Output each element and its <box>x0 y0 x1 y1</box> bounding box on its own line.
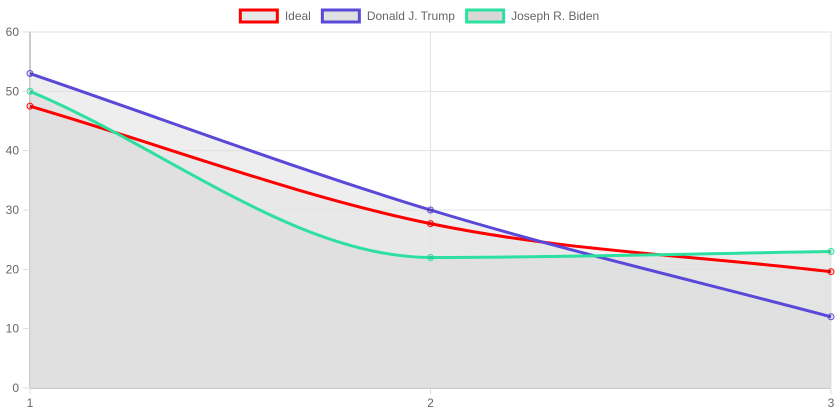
point-joseph-r-biden[interactable] <box>827 248 835 256</box>
line-joseph-r-biden[interactable] <box>29 89 832 259</box>
legend-item-donald-j-trump[interactable]: Donald J. Trump <box>320 8 455 24</box>
point-donald-j-trump[interactable] <box>827 313 835 321</box>
legend-item-ideal[interactable]: Ideal <box>238 8 311 24</box>
point-ideal[interactable] <box>427 220 434 228</box>
legend-swatch <box>465 8 506 24</box>
legend-label: Joseph R. Biden <box>511 9 599 23</box>
area-joseph-r-biden <box>30 91 831 388</box>
legend-label: Ideal <box>285 9 311 23</box>
data-points <box>26 70 835 321</box>
line-ideal[interactable] <box>29 104 832 274</box>
x-tick-label: 3 <box>828 396 835 410</box>
y-tick-label: 10 <box>6 322 20 336</box>
point-ideal[interactable] <box>26 102 34 110</box>
y-tick-label: 0 <box>12 381 19 395</box>
legend-swatch <box>238 8 279 24</box>
legend-label: Donald J. Trump <box>367 9 455 23</box>
y-tick-label: 50 <box>6 84 20 98</box>
y-tick-label: 20 <box>6 262 20 276</box>
legend-item-joseph-r-biden[interactable]: Joseph R. Biden <box>465 8 600 24</box>
series-areas <box>30 73 831 389</box>
x-tick-label: 1 <box>27 396 34 410</box>
point-ideal[interactable] <box>827 268 835 276</box>
axes: 0 10 20 30 40 50 60 1 2 3 <box>6 25 835 410</box>
x-tick-label: 2 <box>427 396 434 410</box>
line-donald-j-trump[interactable] <box>29 72 832 319</box>
y-tick-label: 60 <box>6 25 20 39</box>
y-tick-label: 40 <box>6 144 20 158</box>
point-joseph-r-biden[interactable] <box>427 253 434 261</box>
point-donald-j-trump[interactable] <box>427 206 434 214</box>
point-donald-j-trump[interactable] <box>26 70 34 78</box>
legend-swatch <box>320 8 361 24</box>
series-lines <box>29 72 832 319</box>
y-tick-label: 30 <box>6 203 20 217</box>
legend: Ideal Donald J. Trump Joseph R. Biden <box>238 8 600 24</box>
